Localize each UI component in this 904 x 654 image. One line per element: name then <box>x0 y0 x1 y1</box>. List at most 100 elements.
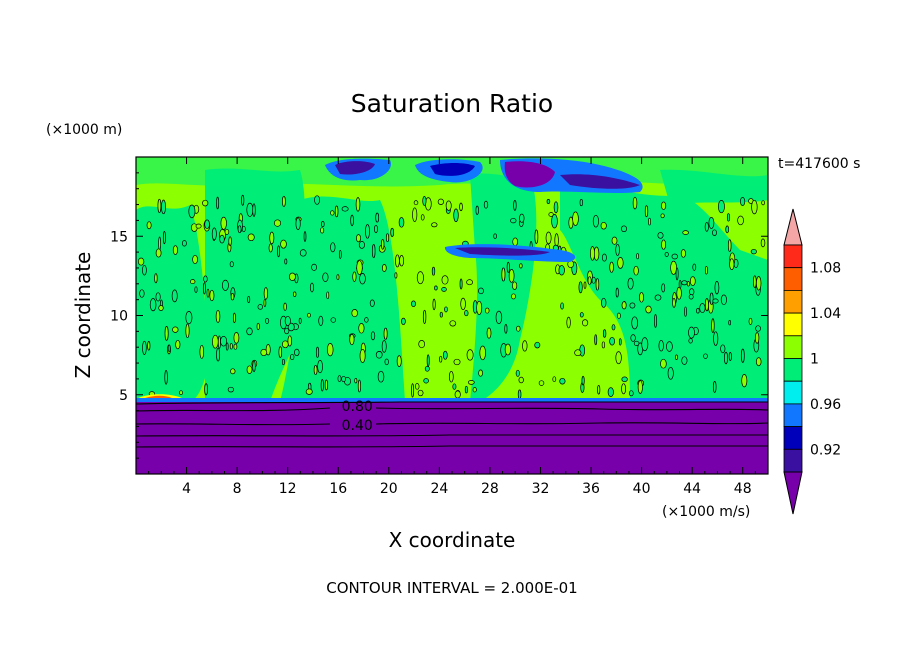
contour-speckle <box>704 265 708 275</box>
contour-speckle <box>712 229 717 236</box>
contour-speckle <box>237 225 242 234</box>
contour-speckle <box>305 388 313 395</box>
contour-speckle <box>157 198 162 213</box>
contour-speckle <box>315 346 320 358</box>
contour-speckle <box>534 229 539 244</box>
contour-speckle <box>371 244 376 259</box>
contour-speckle <box>416 271 424 285</box>
contour-speckle <box>203 275 208 283</box>
contour-speckle <box>519 263 523 269</box>
contour-speckle <box>466 279 473 286</box>
contour-speckle <box>726 213 731 222</box>
contour-speckle <box>629 302 636 309</box>
contour-speckle <box>233 343 238 350</box>
contour-speckle <box>639 292 644 303</box>
contour-speckle <box>299 249 307 257</box>
contour-speckle <box>369 299 375 307</box>
contour-speckle <box>756 276 762 291</box>
contour-speckle <box>579 199 583 207</box>
contour-speckle <box>284 327 290 335</box>
contour-speckle <box>401 317 406 326</box>
contour-speckle <box>464 310 469 317</box>
contour-speckle <box>211 227 217 241</box>
contour-speckle <box>591 276 596 284</box>
contour-speckle <box>162 231 166 245</box>
x-tick-label: 24 <box>430 481 448 497</box>
dry-patch-top-right-core <box>504 161 555 188</box>
contour-speckle <box>551 214 558 229</box>
contour-speckle <box>661 239 667 250</box>
contour-speckle <box>350 214 354 227</box>
contour-speckle <box>399 255 405 267</box>
colorbar-bin <box>783 289 803 314</box>
contour-line-4 <box>136 445 768 448</box>
contour-speckle <box>751 199 758 215</box>
contour-speckle <box>648 217 651 226</box>
contour-speckle <box>741 374 748 388</box>
contour-speckle <box>615 287 619 298</box>
contour-speckle <box>466 349 474 361</box>
x-tick-label: 20 <box>380 481 398 497</box>
y-tick-label: 5 <box>119 388 128 404</box>
colorbar-top-arrow <box>783 208 803 246</box>
contour-speckle <box>495 310 503 325</box>
contour-speckle <box>220 216 227 230</box>
contour-speckle <box>519 213 525 223</box>
chart-title: Saturation Ratio <box>351 89 553 118</box>
contour-speckle <box>727 239 732 252</box>
contour-speckle <box>384 358 389 366</box>
contour-speckle <box>592 214 599 228</box>
contour-speckle <box>281 358 285 366</box>
contour-line-1 <box>136 407 768 412</box>
contour-speckle <box>553 201 559 214</box>
contour-speckle <box>748 317 753 325</box>
colorbar-tick-label: 1.08 <box>810 261 841 277</box>
contour-speckle <box>631 316 639 330</box>
contour-speckle <box>320 227 325 234</box>
contour-speckle <box>578 281 583 294</box>
contour-speckle <box>137 257 145 266</box>
contour-speckle <box>155 248 162 258</box>
colorbar-bin <box>783 403 803 427</box>
contour-speckle <box>385 233 390 243</box>
contour-speckle <box>359 273 366 285</box>
contour-speckle <box>439 311 443 318</box>
contour-speckle <box>381 264 387 272</box>
contour-speckle <box>675 354 678 361</box>
contour-speckle <box>552 376 557 383</box>
contour-speckle <box>515 369 520 377</box>
contour-speckle <box>601 297 607 308</box>
contour-speckle <box>753 275 757 289</box>
contour-speckle <box>395 254 400 268</box>
contour-speckle <box>512 281 518 290</box>
contour-speckle <box>508 269 515 283</box>
contour-speckle <box>711 318 715 333</box>
contour-speckle <box>227 386 235 393</box>
contour-speckle <box>181 240 187 247</box>
contour-label-0: 0.80 <box>342 399 373 415</box>
contour-speckle <box>708 216 715 229</box>
contour-speckle <box>688 326 695 339</box>
contour-speckle <box>185 323 190 339</box>
contour-speckle <box>247 233 255 242</box>
contour-speckle <box>265 317 270 324</box>
contour-speckle <box>621 376 628 383</box>
contour-speckle <box>441 287 447 292</box>
contour-speckle <box>284 315 291 326</box>
x-tick-label: 48 <box>734 481 752 497</box>
lower-contour-lines <box>136 401 768 448</box>
contour-speckle <box>224 228 230 235</box>
contour-speckle <box>594 334 598 346</box>
contour-speckle <box>434 285 438 291</box>
contour-speckles <box>137 194 766 400</box>
colorbar-tick-label: 1 <box>810 352 819 368</box>
x-tick-label: 40 <box>633 481 651 497</box>
contour-speckle <box>453 208 459 223</box>
contour-speckle <box>337 375 342 382</box>
contour-speckle <box>358 323 365 334</box>
y-axis-ticks: 5 10 15 <box>110 172 768 459</box>
contour-speckle <box>260 348 268 357</box>
contour-speckle <box>720 294 727 306</box>
contour-speckle <box>546 199 551 204</box>
contour-speckle <box>268 243 273 253</box>
